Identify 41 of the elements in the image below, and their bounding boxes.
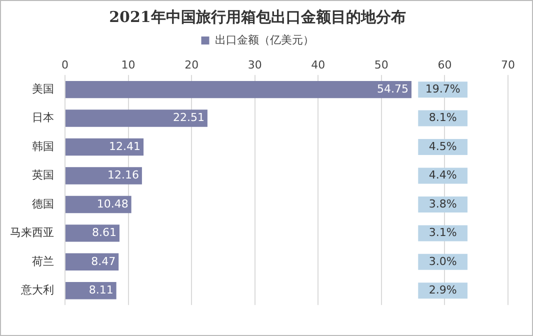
legend-label: 出口金额（亿美元） — [214, 33, 314, 46]
y-tick-label: 荷兰 — [32, 254, 54, 268]
y-tick-label: 德国 — [32, 197, 54, 210]
x-tick-label: 20 — [184, 58, 199, 72]
y-tick-label: 马来西亚 — [10, 226, 54, 240]
data-label: 12.16 — [107, 168, 139, 182]
y-tick-label: 意大利 — [20, 283, 54, 296]
bar — [66, 224, 120, 242]
annotation: 19.7% — [425, 82, 460, 96]
x-tick-label: 30 — [248, 58, 262, 72]
annotation: 4.5% — [428, 140, 457, 153]
data-label: 8.47 — [91, 254, 116, 268]
data-label: 12.41 — [109, 140, 141, 153]
data-label: 54.75 — [376, 82, 408, 96]
x-tick-label: 60 — [438, 58, 452, 72]
data-label: 22.51 — [172, 111, 204, 124]
bar — [66, 253, 119, 271]
annotation: 3.1% — [428, 226, 457, 240]
bar — [66, 138, 144, 156]
x-tick-label: 10 — [121, 58, 136, 72]
x-tick-label: 70 — [501, 58, 515, 72]
bar — [66, 80, 412, 98]
bar — [66, 167, 142, 184]
y-tick-label: 韩国 — [32, 140, 54, 153]
bar — [66, 110, 208, 127]
data-label: 10.48 — [96, 197, 128, 210]
annotation: 2.9% — [428, 283, 457, 296]
annotation: 3.0% — [428, 254, 457, 268]
y-tick-label: 美国 — [32, 82, 54, 96]
y-tick-label: 日本 — [32, 111, 54, 124]
x-tick-label: 40 — [311, 58, 326, 72]
chart-title: 2021年中国旅行用箱包出口金额目的地分布 — [109, 8, 406, 26]
annotation: 3.8% — [428, 197, 457, 210]
bar — [66, 282, 116, 300]
x-tick-label: 50 — [374, 58, 388, 72]
data-label: 8.11 — [88, 283, 114, 296]
annotation: 4.4% — [428, 168, 457, 182]
y-tick-label: 英国 — [32, 168, 54, 182]
annotation: 8.1% — [428, 111, 457, 124]
data-label: 8.61 — [92, 226, 116, 240]
x-tick-label: 0 — [62, 58, 68, 72]
